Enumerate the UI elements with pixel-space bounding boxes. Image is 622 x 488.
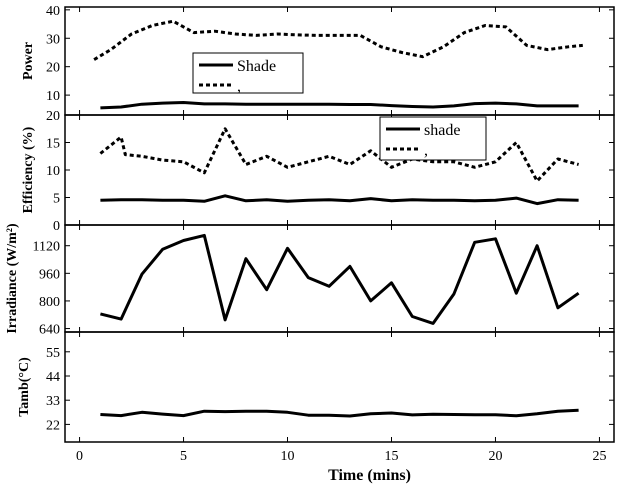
panel-2-series-1-line (100, 194, 579, 206)
panel-2-ylabel: Efficiency (%) (21, 126, 36, 213)
panel-2-ytick-label: 20 (46, 109, 60, 124)
panel-1-series-2-line (93, 19, 583, 61)
xtick-label: 5 (180, 449, 187, 464)
panel-1-ytick-label: 20 (46, 61, 60, 76)
xtick-label: 10 (281, 449, 295, 464)
panel-2-ytick-label: 5 (53, 192, 60, 207)
panel-4-series-1-line (100, 408, 579, 418)
panel-3-ytick-label: 800 (39, 295, 60, 310)
panel-1-legend-label: Shade (237, 58, 276, 75)
panel-4-ylabel: Tamb(°C) (17, 357, 32, 417)
panel-4-ytick-label: 44 (46, 370, 60, 385)
panel-4-ytick-label: 55 (46, 346, 60, 361)
panel-2-ytick-label: 15 (46, 137, 60, 152)
panel-3-series-1-line (100, 233, 580, 325)
panel-2-legend-label: , (424, 142, 428, 159)
panel-3-ytick-label: 640 (39, 323, 60, 338)
panel-1-ytick-label: 10 (46, 89, 60, 104)
panel-4-ytick-label: 33 (46, 394, 60, 409)
panel-3-ytick-label: 960 (39, 267, 60, 282)
xtick-label: 20 (488, 449, 502, 464)
panel-2-ytick-label: 10 (46, 164, 60, 179)
panel-1-ytick-label: 30 (46, 32, 60, 47)
xtick-label: 15 (384, 449, 398, 464)
panel-3-ylabel: Irradiance (W/m²) (5, 223, 20, 334)
panel-1-ytick-label: 40 (46, 4, 60, 19)
panel-2-legend-box (379, 116, 487, 161)
panel-3-frame (64, 224, 615, 333)
xtick-label: 25 (592, 449, 606, 464)
panel-2-legend-label: shade (424, 122, 460, 139)
panel-4-frame (64, 331, 615, 443)
panel-1-frame (64, 6, 615, 116)
panel-2-series-2-line (99, 127, 579, 183)
panel-2-ytick-label: 0 (53, 219, 60, 234)
x-axis-label: Time (mins) (328, 467, 411, 484)
xtick-label: 0 (76, 449, 83, 464)
panel-1-ylabel: Power (21, 42, 36, 80)
panel-3-ytick-label: 1120 (33, 240, 60, 255)
panel-1-legend-label: , (237, 78, 241, 95)
panel-1-legend-box (192, 52, 304, 94)
panel-1-series-1-line (100, 101, 579, 110)
panel-4-ytick-label: 22 (46, 418, 60, 433)
